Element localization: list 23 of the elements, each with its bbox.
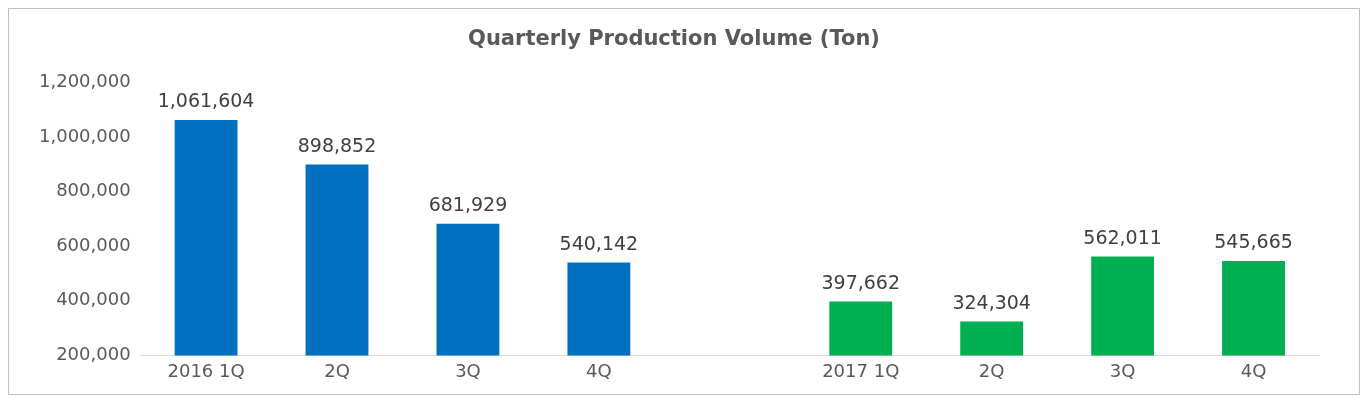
data-label: 540,142 [559,231,639,254]
x-tick-label: 2Q [978,359,1005,381]
y-tick-label: 800,000 [56,179,131,201]
data-label: 1,061,604 [157,89,255,112]
x-tick-label: 2Q [324,359,350,381]
data-label: 562,011 [1083,225,1162,248]
y-tick-label: 1,000,000 [39,124,131,146]
data-label: 681,929 [428,193,508,216]
data-label: 324,304 [952,290,1031,313]
x-tick-label: 2017 1Q [822,359,900,381]
data-label: 545,665 [1214,230,1293,253]
x-tick-label: 4Q [586,359,612,381]
x-tick-label: 3Q [455,359,481,381]
chart-title: Quarterly Production Volume (Ton) [468,26,880,51]
x-tick-label: 3Q [1109,359,1136,381]
y-tick-label: 400,000 [56,288,131,310]
y-tick-label: 200,000 [56,343,131,365]
x-tick-label: 4Q [1240,359,1267,381]
y-tick-label: 600,000 [56,233,131,255]
data-label: 898,852 [297,133,377,156]
data-label: 397,662 [821,270,901,293]
y-tick-label: 1,200,000 [39,69,131,91]
x-tick-label: 2016 1Q [167,359,245,381]
